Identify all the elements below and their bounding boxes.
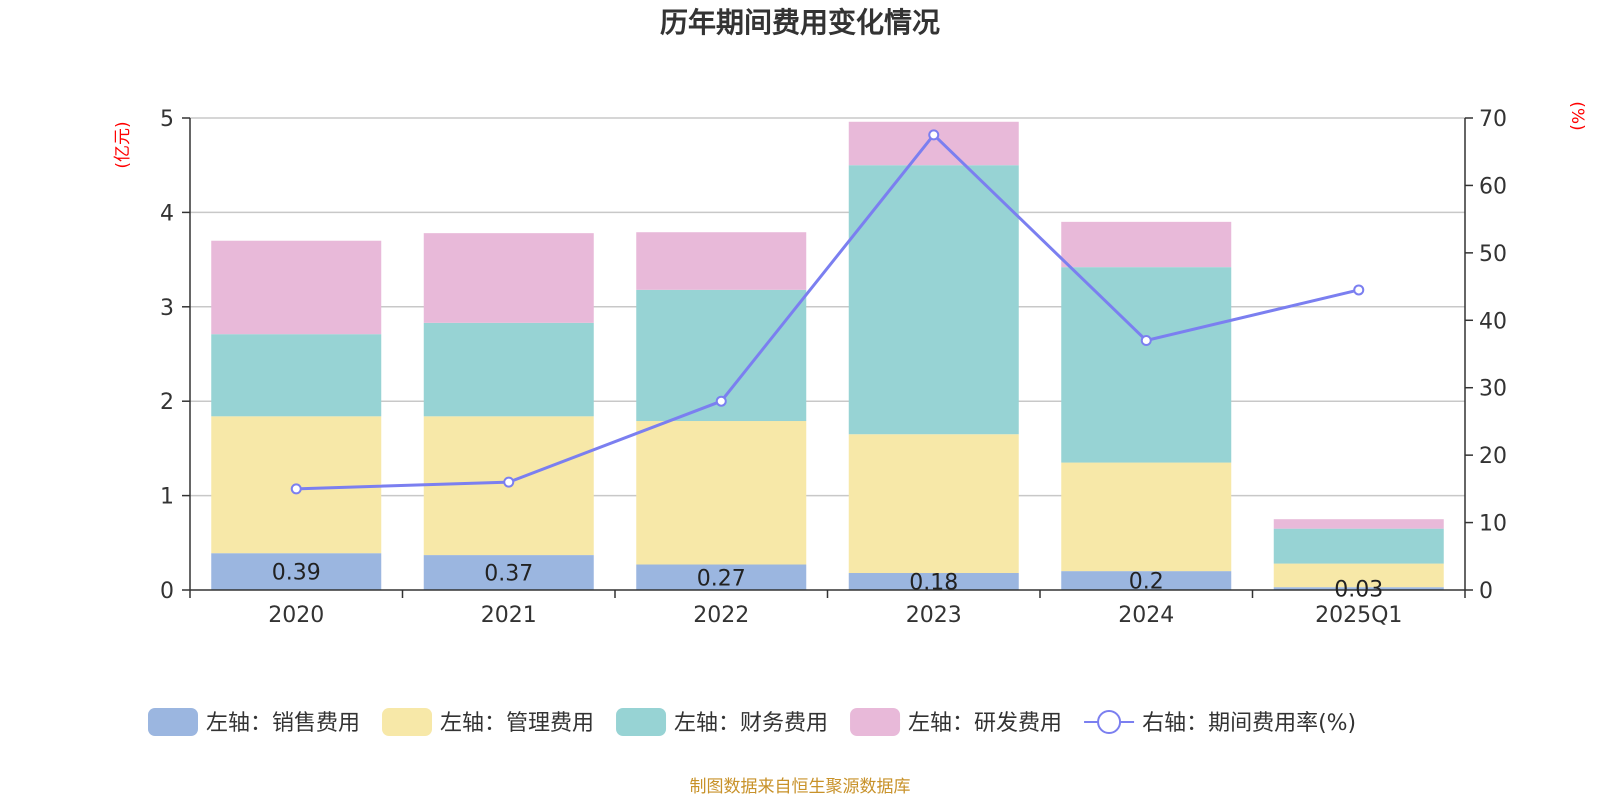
legend-label: 右轴：期间费用率(%) bbox=[1142, 711, 1356, 736]
bar-segment bbox=[211, 240, 382, 335]
left-tick-label: 1 bbox=[160, 485, 174, 510]
bar-segment bbox=[1273, 519, 1444, 529]
left-tick-label: 0 bbox=[160, 579, 174, 604]
right-tick-label: 50 bbox=[1479, 242, 1507, 267]
rate-point bbox=[290, 483, 302, 495]
bar-segment bbox=[423, 233, 594, 323]
bar-segment bbox=[848, 165, 1019, 435]
bar-segment bbox=[211, 334, 382, 417]
gridlines bbox=[190, 117, 1465, 497]
bar-segment bbox=[848, 121, 1019, 166]
bar-segment bbox=[211, 553, 382, 590]
chart-title: 历年期间费用变化情况 bbox=[660, 6, 940, 39]
bar-segment bbox=[1273, 563, 1444, 588]
bar-segment bbox=[1061, 462, 1232, 572]
left-axis-unit: (亿元) bbox=[113, 121, 133, 168]
legend-label: 左轴：管理费用 bbox=[440, 711, 594, 736]
bar-segment bbox=[423, 555, 594, 590]
legend-swatch bbox=[850, 708, 901, 736]
right-tick-label: 70 bbox=[1479, 107, 1507, 132]
rate-line-layer bbox=[290, 129, 1365, 495]
legend-marker bbox=[1097, 710, 1122, 734]
left-tick-label: 2 bbox=[160, 390, 174, 415]
source-note: 制图数据来自恒生聚源数据库 bbox=[690, 777, 911, 797]
bar-segment bbox=[636, 232, 807, 290]
legend-swatch bbox=[616, 708, 667, 736]
x-tick-label: 2024 bbox=[1118, 603, 1174, 628]
bar-segment bbox=[636, 564, 807, 590]
left-tick-label: 4 bbox=[160, 201, 174, 226]
bar-segment bbox=[636, 421, 807, 565]
legend-item[interactable]: 左轴：研发费用 bbox=[850, 708, 1062, 736]
right-tick-label: 20 bbox=[1479, 444, 1507, 469]
x-tick-label: 2021 bbox=[481, 603, 537, 628]
bar-layer bbox=[211, 121, 1444, 590]
bar-segment bbox=[1061, 571, 1232, 590]
legend-item[interactable]: 左轴：销售费用 bbox=[148, 708, 360, 736]
right-axis-unit: (%) bbox=[1567, 101, 1587, 130]
legend-swatch bbox=[382, 708, 433, 736]
right-tick-label: 40 bbox=[1479, 309, 1507, 334]
bar-data-label: 0.37 bbox=[484, 562, 533, 587]
data-labels: 0.39 0.37 0.27 0.18 0.2 0.03 bbox=[272, 561, 1383, 603]
rate-point bbox=[1140, 335, 1152, 347]
bar-data-label: 0.03 bbox=[1334, 578, 1383, 603]
x-tick-label: 2023 bbox=[906, 603, 962, 628]
legend-item[interactable]: 左轴：管理费用 bbox=[382, 708, 594, 736]
bar-data-label: 0.27 bbox=[697, 566, 746, 591]
rate-line bbox=[296, 132, 1360, 491]
x-tick-label: 2022 bbox=[693, 603, 749, 628]
bar-segment bbox=[1273, 528, 1444, 564]
right-tick-label: 30 bbox=[1479, 377, 1507, 402]
legend-label: 左轴：销售费用 bbox=[206, 711, 360, 736]
right-tick-label: 10 bbox=[1479, 512, 1507, 537]
bar-segment bbox=[1061, 221, 1232, 268]
bar-segment bbox=[848, 573, 1019, 590]
bar-segment bbox=[423, 322, 594, 417]
x-tick-label: 2025Q1 bbox=[1315, 603, 1402, 628]
legend[interactable]: 左轴：销售费用 左轴：管理费用 左轴：财务费用 左轴：研发费用 右轴：期间费用率(%) bbox=[148, 708, 1356, 736]
rate-point bbox=[1353, 284, 1365, 296]
rate-point bbox=[503, 476, 515, 488]
legend-swatch bbox=[148, 708, 198, 736]
rate-point bbox=[928, 129, 940, 141]
legend-item[interactable]: 左轴：财务费用 bbox=[616, 708, 828, 736]
rate-point bbox=[715, 395, 727, 407]
legend-item[interactable]: 右轴：期间费用率(%) bbox=[1084, 710, 1356, 736]
right-tick-label: 0 bbox=[1479, 579, 1493, 604]
bar-segment bbox=[848, 434, 1019, 574]
x-tick-label: 2020 bbox=[268, 603, 324, 628]
bar-data-label: 0.2 bbox=[1129, 570, 1164, 595]
bar-segment bbox=[1273, 587, 1444, 590]
left-tick-label: 5 bbox=[160, 107, 174, 132]
bar-data-label: 0.18 bbox=[909, 571, 958, 596]
bar-data-label: 0.39 bbox=[272, 561, 321, 586]
right-tick-label: 60 bbox=[1479, 174, 1507, 199]
legend-label: 左轴：研发费用 bbox=[908, 711, 1062, 736]
legend-label: 左轴：财务费用 bbox=[674, 711, 828, 736]
left-tick-label: 3 bbox=[160, 296, 174, 321]
bar-segment bbox=[1061, 267, 1232, 463]
